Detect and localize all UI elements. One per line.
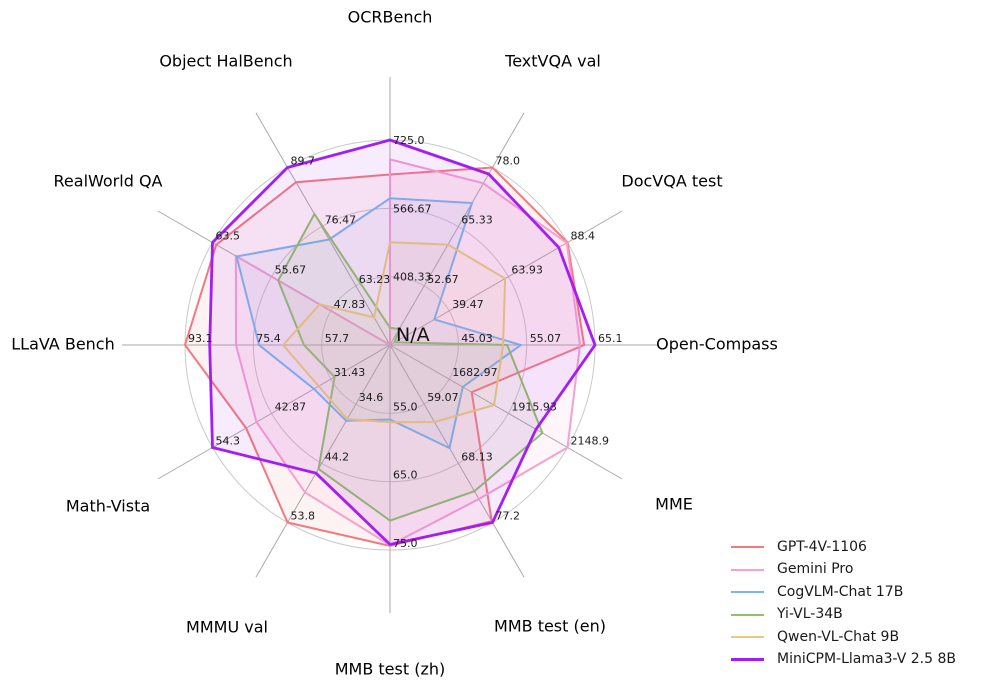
category-label-mmb-test-en: MMB test (en)	[494, 617, 606, 636]
tick-label: 408.33	[393, 271, 432, 284]
category-label-realworld-qa: RealWorld QA	[54, 172, 163, 191]
axis-spoke	[389, 344, 623, 480]
tick-label: 93.1	[188, 332, 213, 345]
tick-label: 63.23	[359, 273, 391, 286]
tick-label: 42.87	[275, 400, 307, 413]
legend-label: GPT-4V-1106	[777, 538, 867, 555]
legend-label: Gemini Pro	[777, 561, 854, 578]
category-label-mmb-test-zh: MMB test (zh)	[335, 660, 446, 679]
legend-item: Gemini Pro	[731, 559, 956, 582]
tick-label: 34.6	[359, 391, 384, 404]
category-label-math-vista: Math-Vista	[66, 497, 150, 516]
series-polygon-yi-vl-34b	[277, 212, 544, 522]
tick-label: 31.43	[334, 366, 366, 379]
series-polygon-qwen-vl-chat-9b	[281, 241, 507, 424]
tick-label: 65.1	[598, 332, 623, 345]
tick-label: 88.4	[571, 230, 596, 243]
legend-swatch-line	[731, 658, 764, 662]
legend-swatch-line	[731, 591, 764, 594]
legend-swatch-line	[731, 568, 764, 571]
tick-label: 63.93	[511, 264, 543, 277]
tick-label: 75.0	[393, 537, 418, 550]
axis-spoke	[389, 344, 525, 578]
tick-label: 65.0	[393, 469, 418, 482]
tick-label: 566.67	[393, 202, 432, 215]
tick-label: 2148.9	[571, 435, 610, 448]
axis-spoke	[255, 112, 391, 346]
tick-label: 63.5	[216, 230, 241, 243]
axis-spoke	[389, 112, 525, 346]
axis-spoke	[255, 344, 391, 578]
tick-label: 76.47	[325, 214, 357, 227]
tick-label: 78.0	[496, 155, 521, 168]
tick-label: 55.0	[393, 400, 418, 413]
legend-label: Qwen-VL-Chat 9B	[777, 628, 900, 645]
tick-label: 1915.93	[511, 400, 557, 413]
tick-label: 725.0	[393, 134, 425, 147]
legend-item: Yi-VL-34B	[731, 604, 956, 627]
tick-label: 53.8	[291, 510, 316, 523]
tick-label: 52.67	[427, 273, 459, 286]
series-polygon-minicpm-llama3-v-2-5-8b	[208, 138, 597, 547]
tick-label: 75.4	[256, 332, 281, 345]
series-polygon-cogvlm-chat-17b	[235, 197, 524, 450]
tick-label: 55.67	[275, 264, 307, 277]
category-label-mme: MME	[655, 495, 693, 514]
category-label-textvqa-val: TextVQA val	[504, 52, 601, 71]
legend-item: Qwen-VL-Chat 9B	[731, 626, 956, 649]
tick-label: 57.7	[325, 332, 350, 345]
legend-item: CogVLM-Chat 17B	[731, 581, 956, 604]
tick-label: 59.07	[427, 391, 459, 404]
category-label-ocrbench: OCRBench	[348, 8, 433, 27]
tick-label: 77.2	[496, 510, 521, 523]
axis-spoke	[157, 344, 391, 480]
legend-label: CogVLM-Chat 17B	[777, 583, 904, 600]
legend-item: MiniCPM-Llama3-V 2.5 8B	[731, 649, 956, 672]
tick-label: 54.3	[216, 435, 241, 448]
category-label-llava-bench: LLaVA Bench	[11, 335, 114, 354]
legend-swatch-line	[731, 636, 764, 639]
tick-label: 55.07	[530, 332, 562, 345]
legend-label: MiniCPM-Llama3-V 2.5 8B	[777, 651, 956, 668]
tick-label: 89.7	[291, 155, 316, 168]
tick-label: 68.13	[461, 450, 493, 463]
category-label-object-halbench: Object HalBench	[159, 52, 292, 71]
tick-label: 44.2	[325, 450, 350, 463]
legend-swatch-line	[731, 546, 764, 549]
category-label-open-compass: Open-Compass	[656, 335, 778, 354]
tick-label: 39.47	[452, 298, 484, 311]
category-label-docvqa-test: DocVQA test	[621, 172, 722, 191]
category-label-mmmu-val: MMMU val	[186, 618, 268, 637]
legend-swatch-line	[731, 613, 764, 616]
legend-item: GPT-4V-1106	[731, 536, 956, 559]
center-na-label: N/A	[396, 324, 430, 346]
legend: GPT-4V-1106 Gemini Pro CogVLM-Chat 17B Y…	[731, 536, 956, 671]
tick-label: 65.33	[461, 214, 493, 227]
tick-label: 47.83	[334, 298, 366, 311]
tick-label: 45.03	[461, 332, 493, 345]
tick-label: 1682.97	[452, 366, 498, 379]
legend-label: Yi-VL-34B	[777, 606, 843, 623]
